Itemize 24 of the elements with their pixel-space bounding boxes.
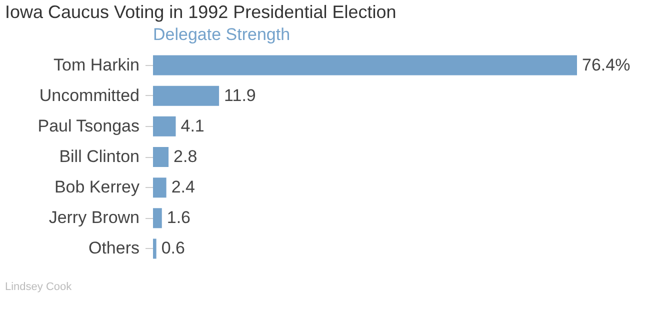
- bar: [153, 86, 220, 106]
- data-label: 4.1: [180, 116, 204, 136]
- y-tick-label: Uncommitted: [39, 86, 140, 105]
- chart-title: Iowa Caucus Voting in 1992 Presidential Election: [5, 2, 396, 22]
- data-label: 11.9: [224, 86, 256, 105]
- text: Lindsey Cook: [5, 281, 72, 293]
- y-tick-label: Jerry Brown: [48, 208, 140, 228]
- data-label: 0.6: [161, 238, 185, 258]
- bar: [153, 55, 577, 76]
- data-label: 76.4%: [582, 55, 630, 74]
- y-tick-label: Tom Harkin: [54, 55, 140, 74]
- y-tick-label: Others: [88, 238, 140, 258]
- chart-subtitle: Delegate Strength: [153, 25, 290, 44]
- bar: [153, 147, 169, 167]
- y-tick-label: Paul Tsongas: [38, 116, 140, 136]
- bar: [153, 238, 156, 259]
- y-tick-label: Bob Kerrey: [54, 178, 140, 197]
- data-label: 2.4: [171, 178, 195, 197]
- bar: [153, 208, 162, 228]
- bar: [153, 116, 176, 136]
- data-label: 1.6: [166, 208, 191, 228]
- y-tick-label: Bill Clinton: [59, 147, 140, 166]
- bar: [153, 178, 166, 198]
- data-label: 2.8: [174, 147, 198, 166]
